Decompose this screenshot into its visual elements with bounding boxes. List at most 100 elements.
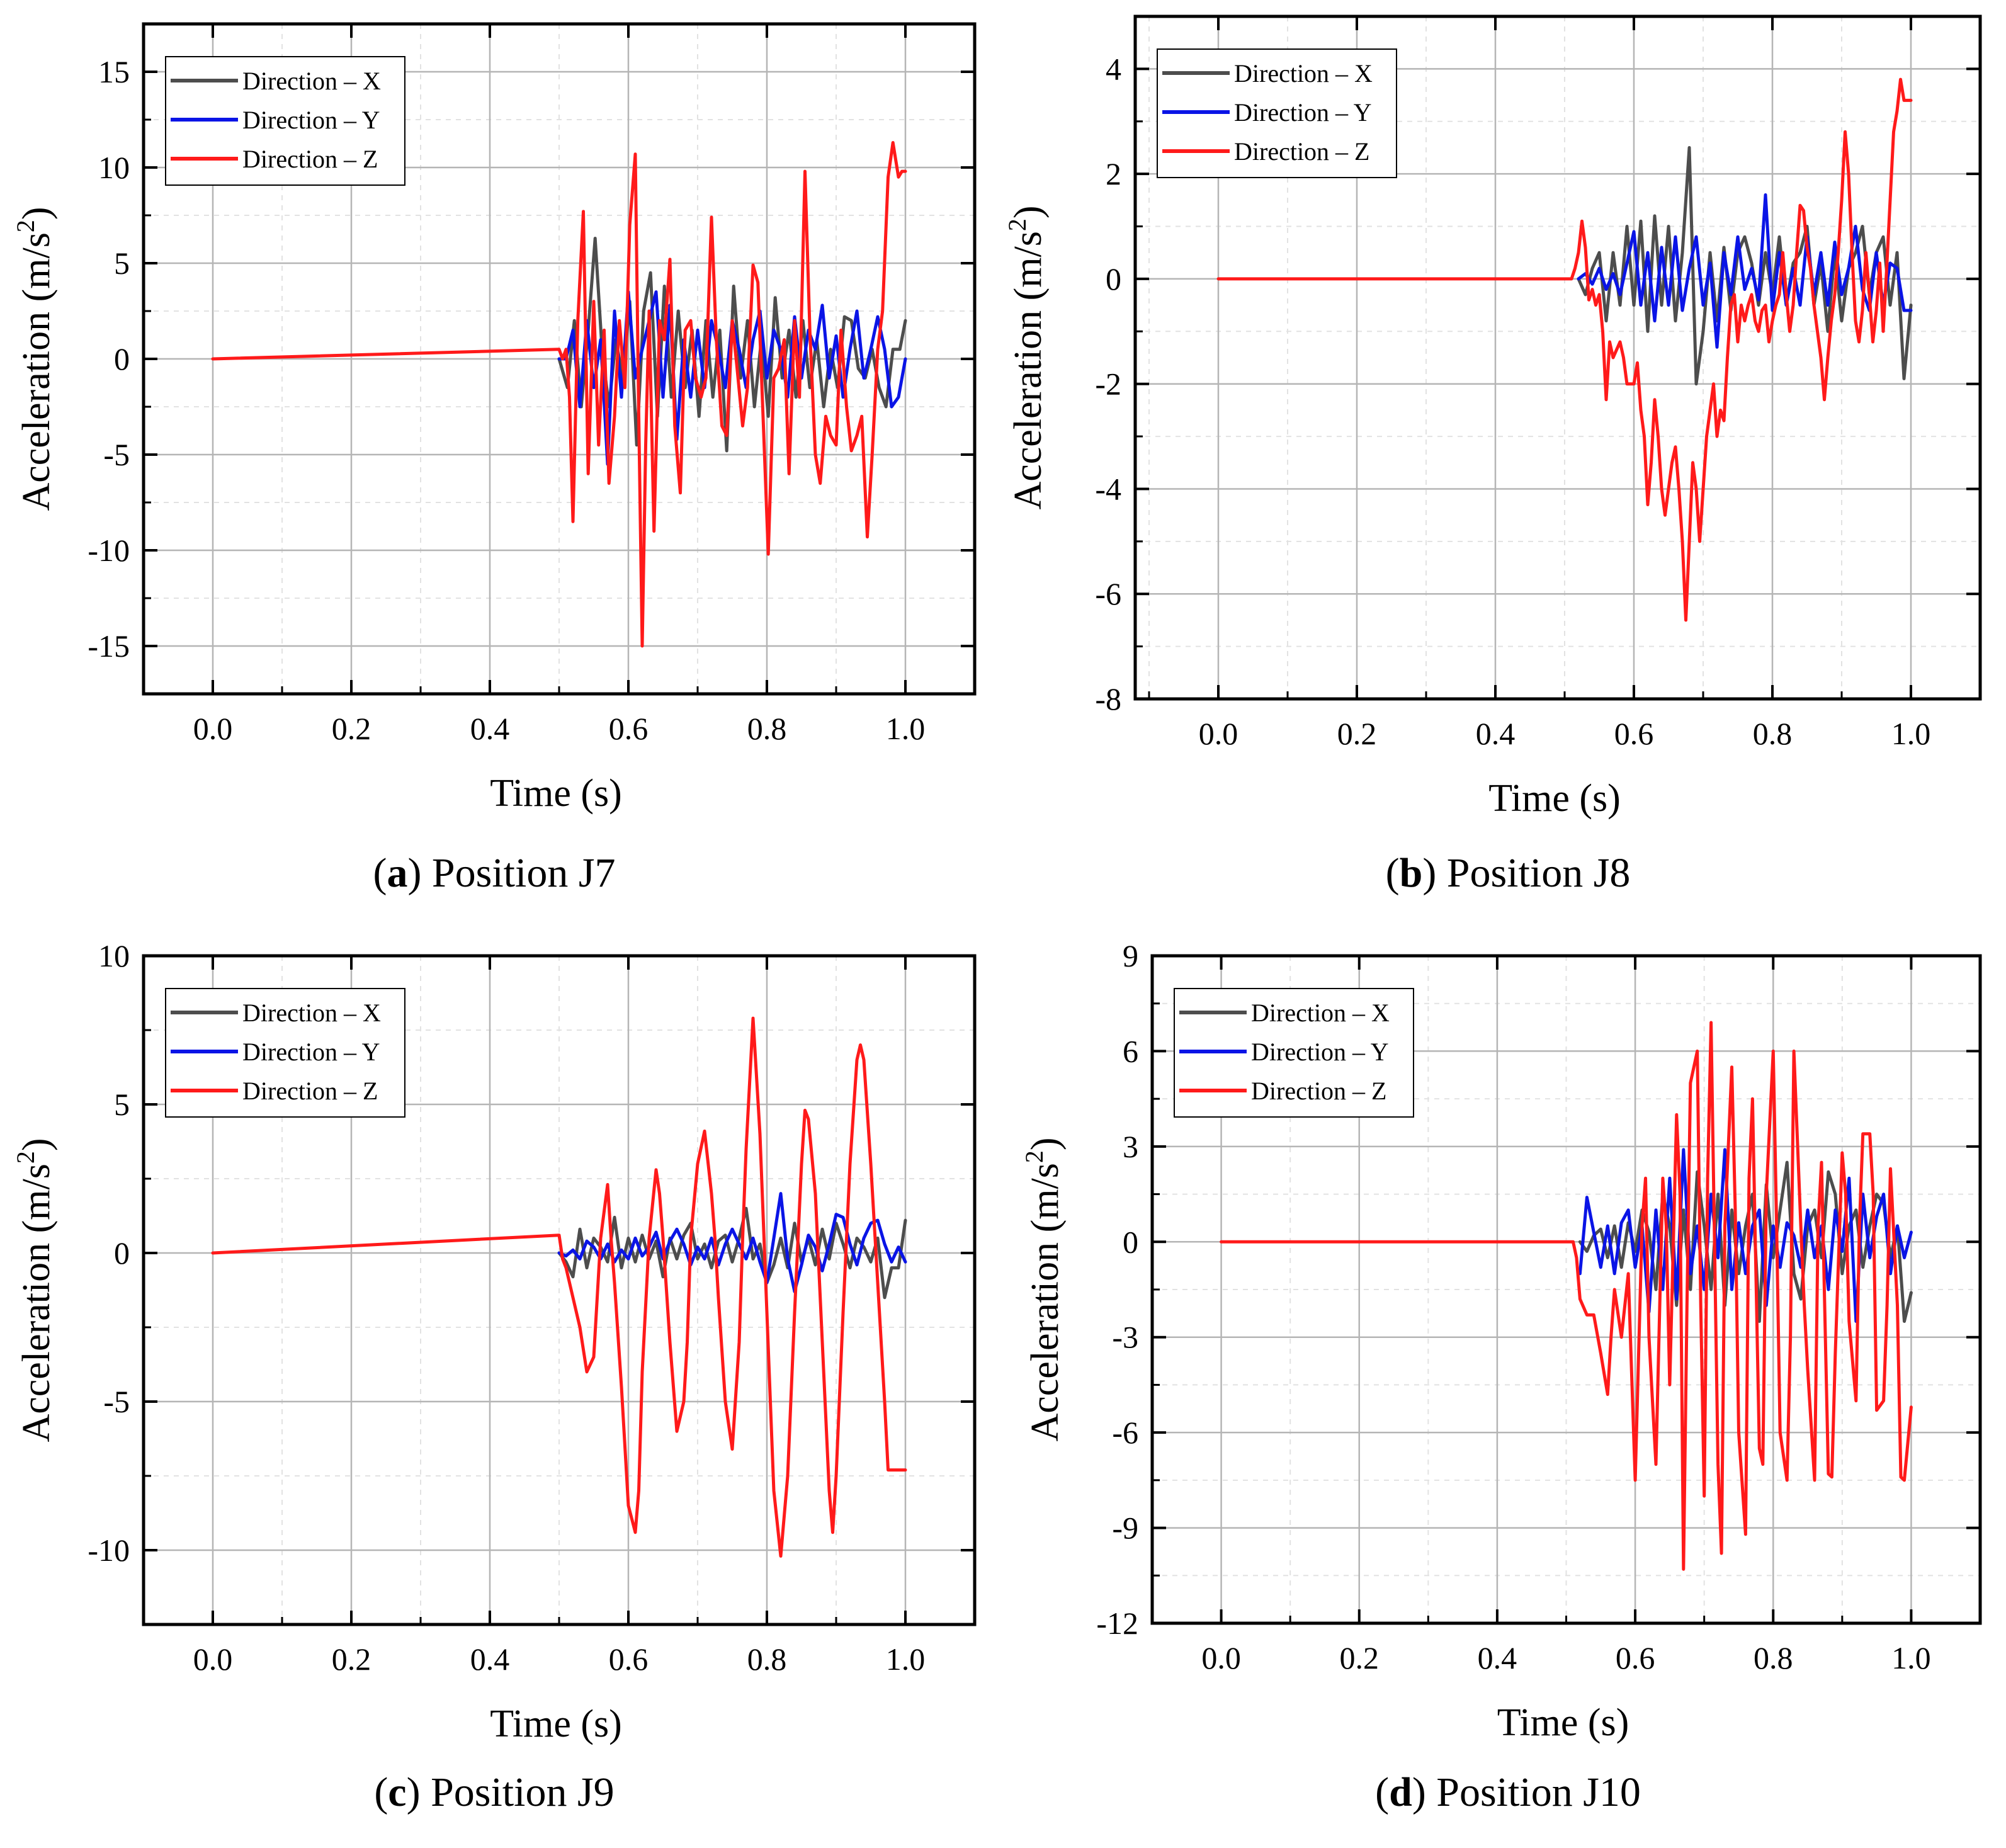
y-axis-title-close: ) (1007, 205, 1050, 218)
y-tick-label: -6 (1095, 576, 1121, 611)
y-axis-title-close: ) (15, 207, 58, 220)
series-group (211, 141, 907, 648)
y-tick-label: 3 (1123, 1129, 1138, 1164)
x-axis-title: Time (s) (490, 772, 622, 815)
caption-text: ) Position J10 (1412, 1769, 1641, 1815)
y-tick-label: -10 (88, 533, 130, 568)
legend-label-y: Direction – Y (1251, 1038, 1388, 1066)
x-tick-label: 0.0 (1199, 716, 1238, 751)
x-tick-label: 0.6 (1614, 716, 1654, 751)
panel-caption: (d) Position J10 (1375, 1769, 1641, 1815)
caption-open: ( (1375, 1769, 1389, 1815)
panel-caption: (b) Position J8 (1386, 850, 1631, 896)
y-tick-label: 15 (98, 54, 130, 89)
y-axis-title: Acceleration (m/s2) (11, 1138, 58, 1442)
caption-letter: d (1389, 1769, 1412, 1815)
y-tick-label: 0 (1106, 261, 1121, 297)
x-tick-label: 0.4 (470, 711, 510, 746)
legend: Direction – X Direction – Y Direction – Z (165, 988, 405, 1118)
chart-panel-b: 0.0 0.2 0.4 0.6 0.8 1.0 -8 -6 -4 -2 0 2 4 Time (s) Acc… (1003, 14, 1982, 896)
x-tick-label: 0.0 (193, 711, 233, 746)
legend-label-y: Direction – Y (242, 106, 380, 134)
y-axis-title: Acceleration (m/s2) (1020, 1137, 1067, 1441)
y-tick-label: 2 (1106, 156, 1121, 191)
y-axis-title-close: ) (15, 1138, 58, 1151)
y-tick-label: 5 (114, 1087, 130, 1122)
legend-label-x: Direction – X (242, 67, 381, 95)
y-axis-title-superscript: 2 (11, 220, 40, 232)
plot-frame (1133, 14, 1982, 701)
y-axis-title-main: Acceleration (m/s (15, 1164, 58, 1442)
legend-label-x: Direction – X (1251, 999, 1390, 1027)
y-tick-label: 5 (114, 246, 130, 281)
y-tick-label: -2 (1095, 366, 1121, 402)
y-tick-label: 0 (1123, 1224, 1138, 1259)
series-line-z (211, 141, 907, 648)
legend-label-y: Direction – Y (242, 1038, 380, 1066)
series-line-x (1578, 1160, 1913, 1323)
x-tick-label: 0.8 (1753, 716, 1793, 751)
x-axis-title: Time (s) (490, 1703, 622, 1745)
caption-letter: a (387, 850, 407, 896)
legend-label-x: Direction – X (242, 999, 381, 1027)
x-tick-label: 1.0 (1891, 1640, 1931, 1675)
x-axis-title: Time (s) (1497, 1701, 1629, 1744)
legend: Direction – X Direction – Y Direction – Z (165, 56, 405, 186)
caption-open: ( (374, 1769, 388, 1815)
caption-text: ) Position J7 (407, 850, 615, 896)
x-tick-label: 0.6 (609, 1641, 649, 1677)
y-tick-label: -4 (1095, 471, 1121, 506)
chart-panel-a: 0.0 0.2 0.4 0.6 0.8 1.0 -15 -10 -5 0 5 10 15 Time (s)… (11, 22, 977, 896)
y-tick-label: -5 (103, 437, 130, 472)
legend-label-z: Direction – Z (1251, 1077, 1387, 1105)
series-line-y (1577, 193, 1913, 349)
caption-letter: c (388, 1769, 406, 1815)
x-tick-label: 0.2 (1337, 716, 1377, 751)
panel-caption: (c) Position J9 (374, 1769, 614, 1815)
y-tick-label: 10 (98, 938, 130, 973)
y-tick-label: -15 (88, 628, 130, 664)
legend-box (165, 988, 405, 1118)
y-axis-title-close: ) (1024, 1137, 1067, 1150)
x-tick-label: 0.4 (470, 1641, 510, 1677)
legend-label-z: Direction – Z (242, 145, 378, 173)
x-tick-label: 0.8 (747, 711, 787, 746)
x-tick-label: 1.0 (886, 1641, 926, 1677)
caption-text: ) Position J9 (407, 1769, 615, 1815)
series-line-x (1577, 146, 1913, 386)
legend: Direction – X Direction – Y Direction – Z (1174, 988, 1414, 1118)
y-tick-label: -10 (88, 1533, 130, 1568)
series-line-z (211, 1016, 907, 1558)
legend-label-z: Direction – Z (1234, 137, 1370, 166)
series-group (1216, 77, 1913, 622)
y-axis-title: Acceleration (m/s2) (11, 207, 58, 511)
x-tick-label: 1.0 (886, 711, 926, 746)
chart-panel-d: 0.0 0.2 0.4 0.6 0.8 1.0 -12 -9 -6 -3 0 3 6 9 Time (s) A… (1020, 938, 1982, 1815)
y-tick-label: -5 (103, 1384, 130, 1419)
x-tick-label: 1.0 (1891, 716, 1931, 751)
y-axis-title-main: Acceleration (m/s (1024, 1163, 1067, 1441)
y-axis-title-superscript: 2 (1003, 218, 1031, 231)
panel-caption: (a) Position J7 (373, 850, 615, 896)
x-tick-label: 0.6 (609, 711, 649, 746)
series-line-z (1216, 77, 1913, 622)
caption-letter: b (1400, 850, 1423, 896)
y-tick-label: 0 (114, 341, 130, 377)
y-tick-label: -3 (1112, 1320, 1138, 1355)
legend-label-x: Direction – X (1234, 59, 1373, 88)
x-axis-title: Time (s) (1488, 777, 1621, 820)
y-tick-label: -12 (1096, 1606, 1138, 1641)
y-axis-title: Acceleration (m/s2) (1003, 205, 1050, 509)
legend-label-y: Direction – Y (1234, 98, 1371, 127)
x-tick-label: 0.2 (332, 1641, 371, 1677)
caption-text: ) Position J8 (1422, 850, 1630, 896)
y-tick-label: -6 (1112, 1415, 1138, 1450)
x-tick-label: 0.4 (1478, 1640, 1517, 1675)
y-tick-label: -9 (1112, 1511, 1138, 1546)
x-tick-label: 0.8 (747, 1641, 787, 1677)
y-tick-label: 10 (98, 150, 130, 185)
legend: Direction – X Direction – Y Direction – Z (1157, 48, 1397, 178)
x-tick-label: 0.0 (1201, 1640, 1241, 1675)
y-tick-label: 9 (1123, 938, 1138, 973)
